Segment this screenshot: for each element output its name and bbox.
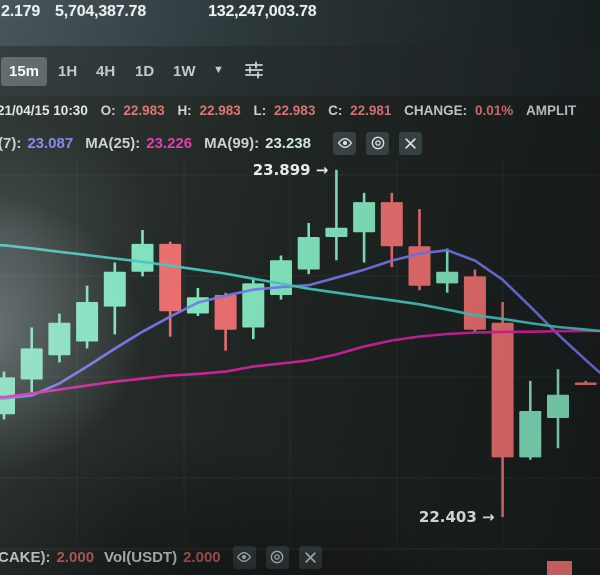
stat-volume-quote: 132,247,003.78 (208, 3, 317, 20)
volume-quote-value: 2.000 (183, 548, 221, 566)
ma-remove-button[interactable] (399, 131, 422, 155)
open-label: O: (100, 103, 116, 118)
candle-body (574, 382, 597, 385)
candle-body (436, 271, 459, 284)
candle-body (547, 394, 569, 418)
low-value: 22.983 (274, 103, 316, 118)
candle-body (491, 322, 514, 458)
price-annotation: 23.899 → (253, 161, 329, 179)
ma-settings-button[interactable] (366, 131, 389, 155)
target-icon (371, 136, 384, 150)
change-label: CHANGE: (404, 103, 468, 118)
ma99-value: 23.238 (265, 134, 311, 152)
volume-base-label: (CAKE): (0, 548, 51, 566)
candle-body (76, 302, 99, 342)
ma-legend: (7): 23.087 MA(25): 23.226 MA(99): 23.23… (0, 130, 422, 156)
candle-body (325, 227, 348, 237)
candle-body (214, 295, 237, 330)
sliders-icon (245, 61, 263, 79)
open-value: 22.983 (123, 103, 165, 118)
volume-remove-button[interactable] (298, 545, 322, 569)
candle-body (297, 237, 320, 270)
close-icon (304, 551, 316, 563)
candle-body (131, 243, 154, 272)
volume-visibility-button[interactable] (232, 545, 256, 569)
volume-settings-button[interactable] (265, 545, 289, 569)
candle-datetime: 21/04/15 10:30 (0, 103, 88, 118)
ohlc-legend: 21/04/15 10:30 O: 22.983 H: 22.983 L: 22… (0, 103, 576, 118)
amplitude-label: AMPLIT (525, 103, 577, 118)
chart-toolbar: 15m 1H 4H 1D 1W ▼ (0, 46, 600, 96)
close-icon (405, 137, 416, 149)
timeframe-15m-button[interactable]: 15m (1, 57, 48, 86)
volume-legend: (CAKE): 2.000 Vol(USDT) 2.000 (0, 544, 322, 570)
candle-body (48, 322, 71, 356)
timeframe-1h-button[interactable]: 1H (58, 63, 78, 80)
change-value: 0.01% (474, 103, 514, 118)
high-label: H: (177, 103, 192, 118)
eye-icon (337, 137, 352, 149)
chevron-down-icon[interactable]: ▼ (213, 64, 224, 76)
timeframe-1w-button[interactable]: 1W (173, 63, 196, 80)
volume-bar (547, 561, 572, 575)
timeframe-4h-button[interactable]: 4H (96, 63, 116, 80)
ma7-value: 23.087 (27, 134, 74, 152)
timeframe-1d-button[interactable]: 1D (135, 63, 155, 80)
close-label: C: (328, 103, 343, 118)
volume-base-value: 2.000 (56, 548, 95, 566)
stat-last-price: 2.179 (1, 3, 41, 20)
candle-body (270, 260, 292, 295)
ma99-label: MA(99): (204, 134, 260, 152)
eye-icon (237, 551, 252, 563)
candle-body (380, 202, 403, 247)
price-annotation: 22.403 → (419, 508, 495, 526)
candle-body (159, 243, 182, 312)
stat-volume-base: 5,704,387.78 (55, 3, 147, 20)
ma25-label: MA(25): (85, 134, 141, 152)
target-icon (270, 550, 284, 564)
candle-body (463, 276, 486, 330)
candle-body (353, 202, 376, 233)
ma-visibility-button[interactable] (333, 131, 356, 155)
close-value: 22.981 (350, 103, 392, 118)
candle-body (20, 348, 43, 380)
candle-body (519, 411, 542, 458)
high-value: 22.983 (199, 103, 241, 118)
low-label: L: (253, 103, 267, 118)
ticker-stats-bar: 2.179 5,704,387.78 132,247,003.78 (0, 0, 600, 49)
indicator-settings-icon[interactable] (244, 59, 264, 81)
candle-body (103, 271, 126, 307)
ma25-value: 23.226 (146, 134, 193, 152)
volume-quote-label: Vol(USDT) (104, 548, 178, 566)
ma7-label: (7): (0, 134, 22, 152)
